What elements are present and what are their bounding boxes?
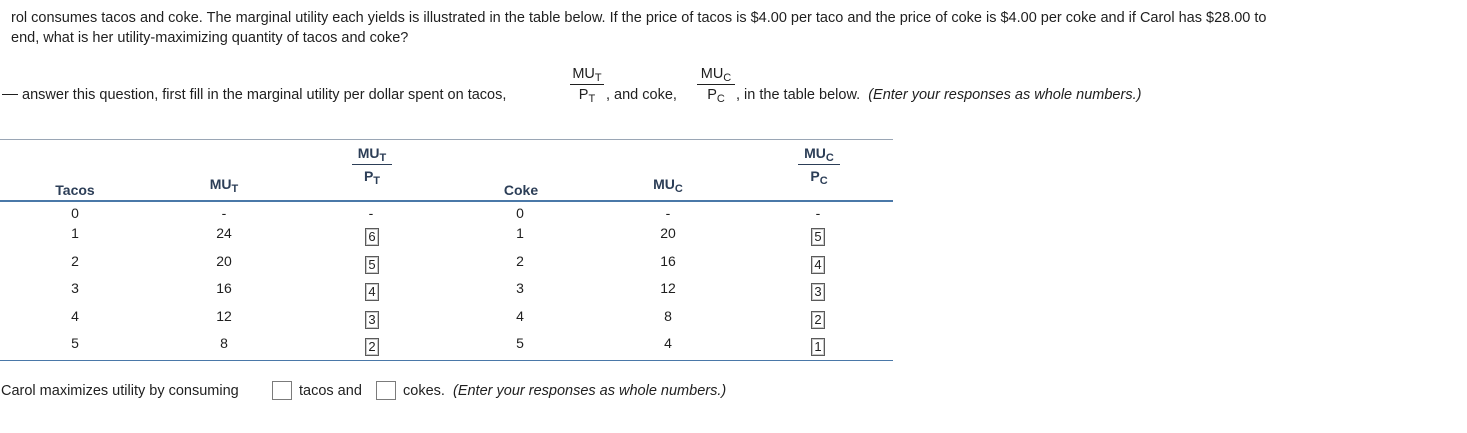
mu-t-per-dollar-input[interactable]: 2 <box>365 338 379 356</box>
cell-mu-t: 8 <box>220 335 228 351</box>
hdr-frac-den: PC <box>810 168 828 187</box>
hdr-frac-den: PT <box>363 168 381 187</box>
mu-c-per-dollar-input[interactable]: 4 <box>811 256 825 274</box>
cell-mu-t: 24 <box>216 225 232 241</box>
mu-t-over-p-t-fraction: MUT PT <box>570 66 604 105</box>
coke-quantity-input[interactable] <box>376 381 396 400</box>
tacos-quantity-input[interactable] <box>272 381 292 400</box>
cell-mu-t-per-dollar: - <box>368 205 374 221</box>
cell-tacos: 1 <box>71 225 79 241</box>
cell-mu-c: 20 <box>660 225 676 241</box>
frac-num: MUC <box>700 66 732 84</box>
frac-den: PC <box>707 87 725 105</box>
table-bottom-rule <box>0 360 893 361</box>
instruction-text-a: answer this question, first fill in the … <box>22 87 507 103</box>
instruction-text-c: , in the table below. (Enter your respon… <box>736 87 1142 103</box>
frac-den: PT <box>578 87 596 105</box>
cell-tacos: 2 <box>71 253 79 269</box>
mu-c-per-dollar-input[interactable]: 3 <box>811 283 825 301</box>
header-mu-t: MUT <box>209 176 239 195</box>
mu-t-per-dollar-input[interactable]: 5 <box>365 256 379 274</box>
cell-mu-c: 12 <box>660 280 676 296</box>
header-tacos: Tacos <box>55 182 95 198</box>
frac-bar <box>697 84 735 85</box>
truncation-mark <box>2 94 18 95</box>
cell-mu-c-per-dollar: - <box>815 205 821 221</box>
mu-t-per-dollar-input[interactable]: 3 <box>365 311 379 329</box>
cell-mu-c: - <box>665 205 671 221</box>
answer-prefix: Carol maximizes utility by consuming <box>1 383 239 399</box>
cell-coke: 2 <box>516 253 524 269</box>
mu-c-per-dollar-input[interactable]: 2 <box>811 311 825 329</box>
cell-mu-c: 16 <box>660 253 676 269</box>
instruction-text-b: , and coke, <box>606 87 677 103</box>
hdr-frac-bar <box>798 164 840 165</box>
header-mu-t-over-p-t: MUT PT <box>352 145 392 187</box>
frac-num: MUT <box>572 66 602 84</box>
cell-coke: 0 <box>516 205 524 221</box>
cell-coke: 3 <box>516 280 524 296</box>
table-top-rule <box>0 139 893 140</box>
cell-coke: 1 <box>516 225 524 241</box>
mu-c-over-p-c-fraction: MUC PC <box>697 66 735 105</box>
instruction-note: (Enter your responses as whole numbers.) <box>868 87 1142 103</box>
cell-coke: 5 <box>516 335 524 351</box>
cell-coke: 4 <box>516 308 524 324</box>
cell-mu-t: - <box>221 205 227 221</box>
question-line-2: end, what is her utility-maximizing quan… <box>11 30 409 46</box>
cell-mu-t: 20 <box>216 253 232 269</box>
cell-mu-c: 8 <box>664 308 672 324</box>
cell-tacos: 3 <box>71 280 79 296</box>
hdr-frac-num: MUC <box>804 145 834 164</box>
cell-mu-c: 4 <box>664 335 672 351</box>
hdr-frac-bar <box>352 164 392 165</box>
cell-mu-t: 16 <box>216 280 232 296</box>
cell-tacos: 4 <box>71 308 79 324</box>
table-header-rule <box>0 200 893 202</box>
header-mu-c: MUC <box>653 176 683 195</box>
cell-mu-t: 12 <box>216 308 232 324</box>
frac-bar <box>570 84 604 85</box>
instruction-line: answer this question, first fill in the … <box>0 87 506 103</box>
hdr-frac-num: MUT <box>357 145 387 164</box>
header-mu-c-over-p-c: MUC PC <box>798 145 840 187</box>
cell-tacos: 0 <box>71 205 79 221</box>
mu-c-per-dollar-input[interactable]: 5 <box>811 228 825 246</box>
question-line-1: rol consumes tacos and coke. The margina… <box>11 10 1267 26</box>
answer-note: (Enter your responses as whole numbers.) <box>452 383 727 399</box>
answer-middle: tacos and <box>299 383 362 399</box>
mu-c-per-dollar-input[interactable]: 1 <box>811 338 825 356</box>
header-coke: Coke <box>503 182 539 198</box>
mu-t-per-dollar-input[interactable]: 4 <box>365 283 379 301</box>
answer-suffix: cokes. (Enter your responses as whole nu… <box>403 383 727 399</box>
mu-t-per-dollar-input[interactable]: 6 <box>365 228 379 246</box>
cell-tacos: 5 <box>71 335 79 351</box>
